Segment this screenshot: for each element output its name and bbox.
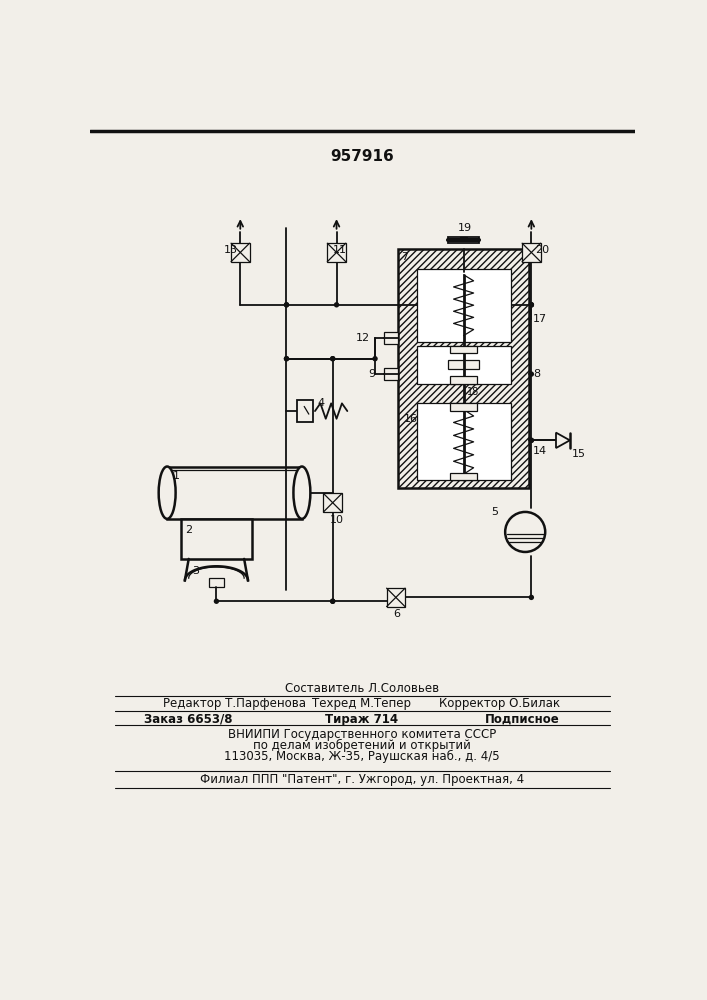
Text: 9: 9 <box>368 369 375 379</box>
Text: 12: 12 <box>356 333 370 343</box>
Circle shape <box>330 356 335 361</box>
Circle shape <box>529 438 534 443</box>
Bar <box>450 403 477 411</box>
Circle shape <box>284 302 289 307</box>
Bar <box>448 237 479 243</box>
Bar <box>450 346 477 353</box>
Circle shape <box>529 302 534 307</box>
Text: Редактор Т.Парфенова: Редактор Т.Парфенова <box>163 697 306 710</box>
Circle shape <box>373 356 378 361</box>
Text: 3: 3 <box>192 566 199 576</box>
Bar <box>327 243 346 262</box>
Text: 1: 1 <box>173 471 180 481</box>
Text: 2: 2 <box>186 525 193 535</box>
Circle shape <box>330 599 335 604</box>
Text: 11: 11 <box>333 245 346 255</box>
Bar <box>324 493 342 512</box>
Text: Составитель Л.Соловьев: Составитель Л.Соловьев <box>285 682 439 695</box>
Text: 957916: 957916 <box>330 149 394 164</box>
Text: 4: 4 <box>317 398 325 408</box>
Bar <box>448 360 479 369</box>
Circle shape <box>529 371 534 377</box>
Text: 20: 20 <box>535 245 549 255</box>
Text: 6: 6 <box>393 609 399 619</box>
Text: ВНИИПИ Государственного комитета СССР: ВНИИПИ Государственного комитета СССР <box>228 728 496 741</box>
Circle shape <box>506 512 545 552</box>
Bar <box>167 466 302 519</box>
Text: 10: 10 <box>329 515 344 525</box>
Bar <box>231 243 250 262</box>
Circle shape <box>284 302 289 307</box>
Text: 14: 14 <box>533 446 547 456</box>
Circle shape <box>330 599 335 604</box>
Bar <box>416 403 510 480</box>
Circle shape <box>214 599 219 604</box>
Bar <box>387 588 405 607</box>
Text: Корректор О.Билак: Корректор О.Билак <box>439 697 560 710</box>
Text: 16: 16 <box>404 414 419 424</box>
Circle shape <box>529 595 534 600</box>
Bar <box>450 473 477 480</box>
Text: Подписное: Подписное <box>485 713 560 726</box>
Circle shape <box>334 302 339 307</box>
Text: 15: 15 <box>571 449 585 459</box>
Bar <box>416 269 510 342</box>
Text: 17: 17 <box>533 314 547 324</box>
Bar <box>450 376 477 384</box>
Circle shape <box>284 356 289 361</box>
Ellipse shape <box>293 466 310 519</box>
Circle shape <box>284 356 289 361</box>
Bar <box>296 400 313 422</box>
Text: 5: 5 <box>491 507 498 517</box>
Bar <box>181 519 252 559</box>
Circle shape <box>529 438 534 443</box>
Text: Филиал ППП "Патент", г. Ужгород, ул. Проектная, 4: Филиал ППП "Патент", г. Ужгород, ул. Про… <box>200 773 524 786</box>
Bar <box>385 332 398 344</box>
Text: по делам изобретений и открытий: по делам изобретений и открытий <box>253 739 471 752</box>
Polygon shape <box>556 433 570 448</box>
Ellipse shape <box>158 466 175 519</box>
Circle shape <box>529 302 534 307</box>
Bar <box>385 368 398 380</box>
Text: Техред М.Тепер: Техред М.Тепер <box>312 697 411 710</box>
Text: 8: 8 <box>533 369 540 379</box>
Bar <box>522 243 541 262</box>
Text: 7: 7 <box>402 252 409 262</box>
Text: 18: 18 <box>467 387 479 397</box>
Text: 13: 13 <box>223 245 238 255</box>
Bar <box>209 578 224 587</box>
Circle shape <box>330 356 335 361</box>
Text: Тираж 714: Тираж 714 <box>325 713 399 726</box>
Circle shape <box>529 302 534 307</box>
Text: 113035, Москва, Ж-35, Раушская наб., д. 4/5: 113035, Москва, Ж-35, Раушская наб., д. … <box>224 749 500 763</box>
Text: 19: 19 <box>457 223 472 233</box>
Text: Заказ 6653/8: Заказ 6653/8 <box>144 713 233 726</box>
Bar <box>416 346 510 384</box>
Bar <box>398 249 529 488</box>
